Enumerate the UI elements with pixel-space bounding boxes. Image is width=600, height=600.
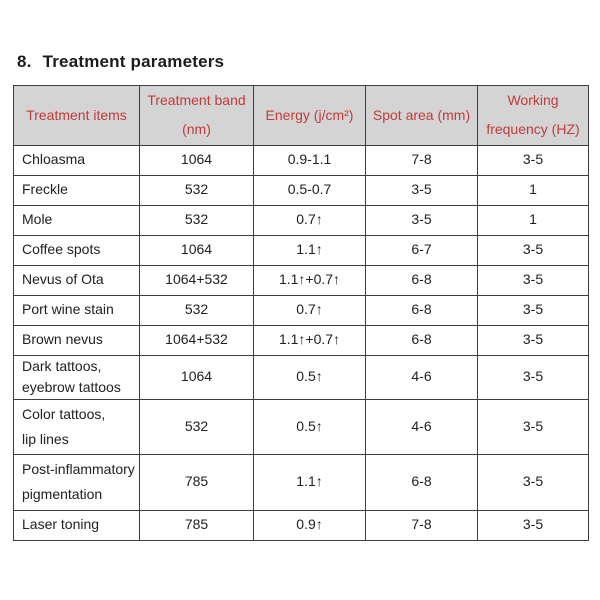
spot-area-cell: 3-5 (365, 174, 478, 206)
energy-cell: 0.7↑ (253, 294, 366, 326)
treatment-item-cell: Dark tattoos, eyebrow tattoos (13, 354, 140, 400)
treatment-band-cell: 1064+532 (139, 264, 254, 296)
spot-area-cell: 6-8 (365, 453, 478, 511)
table-row: Port wine stain 532 0.7↑ 6-8 3-5 (13, 294, 589, 326)
treatment-band-cell: 532 (139, 398, 254, 455)
frequency-cell: 3-5 (477, 324, 589, 356)
column-header-spot-area: Spot area (mm) (365, 85, 478, 146)
treatment-item-cell: Coffee spots (13, 234, 140, 266)
section-number: 8. (17, 52, 32, 71)
treatment-band-cell: 532 (139, 204, 254, 236)
frequency-cell: 3-5 (477, 453, 589, 511)
section-title: Treatment parameters (42, 52, 225, 71)
frequency-cell: 3-5 (477, 234, 589, 266)
energy-cell: 1.1↑ (253, 234, 366, 266)
energy-cell: 0.5↑ (253, 398, 366, 455)
treatment-item-cell: Freckle (13, 174, 140, 206)
table-row: Laser toning 785 0.9↑ 7-8 3-5 (13, 509, 589, 541)
section-heading: 8. Treatment parameters (17, 52, 224, 72)
treatment-item-cell: Chloasma (13, 144, 140, 176)
energy-cell: 1.1↑ (253, 453, 366, 511)
table-row: Coffee spots 1064 1.1↑ 6-7 3-5 (13, 234, 589, 266)
table-row: Mole 532 0.7↑ 3-5 1 (13, 204, 589, 236)
frequency-cell: 3-5 (477, 294, 589, 326)
energy-cell: 0.9↑ (253, 509, 366, 541)
energy-cell: 1.1↑+0.7↑ (253, 324, 366, 356)
treatment-band-cell: 1064 (139, 144, 254, 176)
column-header-frequency: Working frequency (HZ) (477, 85, 589, 146)
energy-cell: 0.5↑ (253, 354, 366, 400)
treatment-item-cell: Port wine stain (13, 294, 140, 326)
spot-area-cell: 4-6 (365, 398, 478, 455)
table-row: Chloasma 1064 0.9-1.1 7-8 3-5 (13, 144, 589, 176)
energy-cell: 0.5-0.7 (253, 174, 366, 206)
table-row: Brown nevus 1064+532 1.1↑+0.7↑ 6-8 3-5 (13, 324, 589, 356)
frequency-cell: 3-5 (477, 509, 589, 541)
spot-area-cell: 6-8 (365, 324, 478, 356)
table-header-row: Treatment items Treatment band (nm) Energy… (13, 85, 589, 146)
treatment-item-cell: Post-inflammatory pigmentation (13, 453, 140, 511)
treatment-item-cell: Brown nevus (13, 324, 140, 356)
treatment-band-cell: 785 (139, 509, 254, 541)
column-header-energy: Energy (j/cm²) (253, 85, 366, 146)
spot-area-cell: 7-8 (365, 509, 478, 541)
column-header-treatment-item: Treatment items (13, 85, 140, 146)
spot-area-cell: 6-8 (365, 264, 478, 296)
spot-area-cell: 3-5 (365, 204, 478, 236)
column-header-treatment-band: Treatment band (nm) (139, 85, 254, 146)
treatment-band-cell: 1064 (139, 234, 254, 266)
spot-area-cell: 6-7 (365, 234, 478, 266)
frequency-cell: 3-5 (477, 144, 589, 176)
table-row: Post-inflammatory pigmentation 785 1.1↑ 6-8… (13, 453, 589, 511)
frequency-cell: 3-5 (477, 264, 589, 296)
treatment-band-cell: 532 (139, 294, 254, 326)
frequency-cell: 1 (477, 204, 589, 236)
table-body: Chloasma 1064 0.9-1.1 7-8 3-5 Freckle 532 0.5-0… (13, 144, 589, 541)
frequency-cell: 3-5 (477, 398, 589, 455)
treatment-band-cell: 532 (139, 174, 254, 206)
treatment-item-cell: Mole (13, 204, 140, 236)
table-row: Nevus of Ota 1064+532 1.1↑+0.7↑ 6-8 3-5 (13, 264, 589, 296)
treatment-band-cell: 785 (139, 453, 254, 511)
frequency-cell: 1 (477, 174, 589, 206)
treatment-item-cell: Laser toning (13, 509, 140, 541)
frequency-cell: 3-5 (477, 354, 589, 400)
treatment-item-cell: Nevus of Ota (13, 264, 140, 296)
spot-area-cell: 6-8 (365, 294, 478, 326)
treatment-band-cell: 1064+532 (139, 324, 254, 356)
treatment-band-cell: 1064 (139, 354, 254, 400)
table-header: Treatment items Treatment band (nm) Energy… (13, 85, 589, 146)
table-row: Dark tattoos, eyebrow tattoos 1064 0.5↑ 4-6… (13, 354, 589, 400)
energy-cell: 0.7↑ (253, 204, 366, 236)
energy-cell: 1.1↑+0.7↑ (253, 264, 366, 296)
spot-area-cell: 7-8 (365, 144, 478, 176)
table-row: Color tattoos, lip lines 532 0.5↑ 4-6 3-5 (13, 398, 589, 455)
spot-area-cell: 4-6 (365, 354, 478, 400)
treatment-parameters-table: Treatment items Treatment band (nm) Energy… (13, 85, 589, 541)
treatment-item-cell: Color tattoos, lip lines (13, 398, 140, 455)
table-row: Freckle 532 0.5-0.7 3-5 1 (13, 174, 589, 206)
energy-cell: 0.9-1.1 (253, 144, 366, 176)
